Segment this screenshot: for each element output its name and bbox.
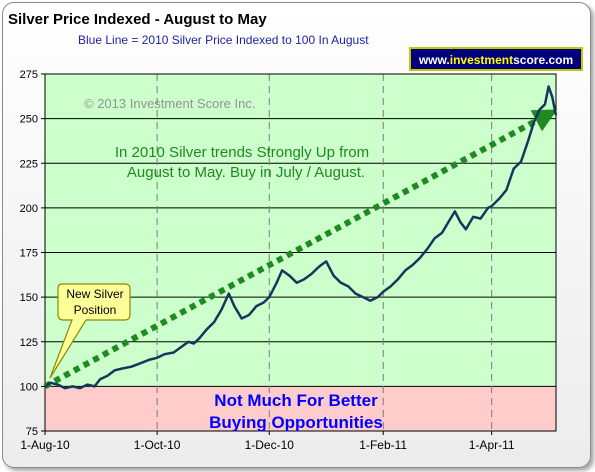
x-tick-label: 1-Apr-11 (469, 438, 515, 452)
x-axis: 1-Aug-10 1-Oct-10 1-Dec-10 1-Feb-11 1-Apr-11 (20, 431, 515, 452)
lower-annotation-line1: Not Much For Better (214, 391, 378, 410)
y-tick-label: 100 (20, 381, 38, 393)
y-axis: 75 100 125 150 175 200 225 250 275 (20, 69, 45, 438)
y-tick-label: 150 (20, 292, 38, 304)
y-tick-label: 250 (20, 114, 38, 126)
upper-annotation-line2: August to May. Buy in July / August. (127, 164, 365, 181)
banner-suffix: .com (545, 53, 573, 67)
banner-prefix: www. (418, 53, 450, 67)
silver-price-line (44, 85, 558, 390)
x-tick-label: 1-Dec-10 (245, 438, 295, 452)
site-banner: www.investmentscore.com (409, 47, 583, 71)
banner-brand-b: score (513, 53, 545, 67)
y-tick-label: 275 (20, 69, 38, 81)
callout-line2: Position (74, 303, 117, 317)
lower-band (45, 386, 556, 431)
lower-annotation-line2: Buying Opportunities (209, 413, 383, 432)
banner-brand-a: investment (450, 53, 513, 67)
background-bands (45, 74, 556, 431)
y-tick-label: 175 (20, 248, 38, 260)
x-tick-label: 1-Aug-10 (20, 438, 70, 452)
y-tick-label: 225 (20, 158, 38, 170)
svg-text:www.investmentscore.com: www.investmentscore.com (418, 53, 573, 67)
upper-annotation-line1: In 2010 Silver trends Strongly Up from (115, 144, 369, 161)
upper-band (45, 74, 556, 387)
watermark: © 2013 Investment Score Inc. (84, 96, 255, 111)
y-tick-label: 125 (20, 337, 38, 349)
y-tick-label: 200 (20, 203, 38, 215)
x-tick-label: 1-Feb-11 (359, 438, 407, 452)
trend-arrow (43, 109, 558, 390)
x-tick-label: 1-Oct-10 (134, 438, 181, 452)
y-tick-label: 75 (26, 426, 38, 438)
chart-subtitle: Blue Line = 2010 Silver Price Indexed to… (78, 33, 369, 47)
chart-title: Silver Price Indexed - August to May (8, 11, 267, 28)
new-position-callout: New Silver Position (49, 283, 131, 379)
callout-line1: New Silver (66, 287, 123, 301)
gridlines (44, 73, 557, 432)
